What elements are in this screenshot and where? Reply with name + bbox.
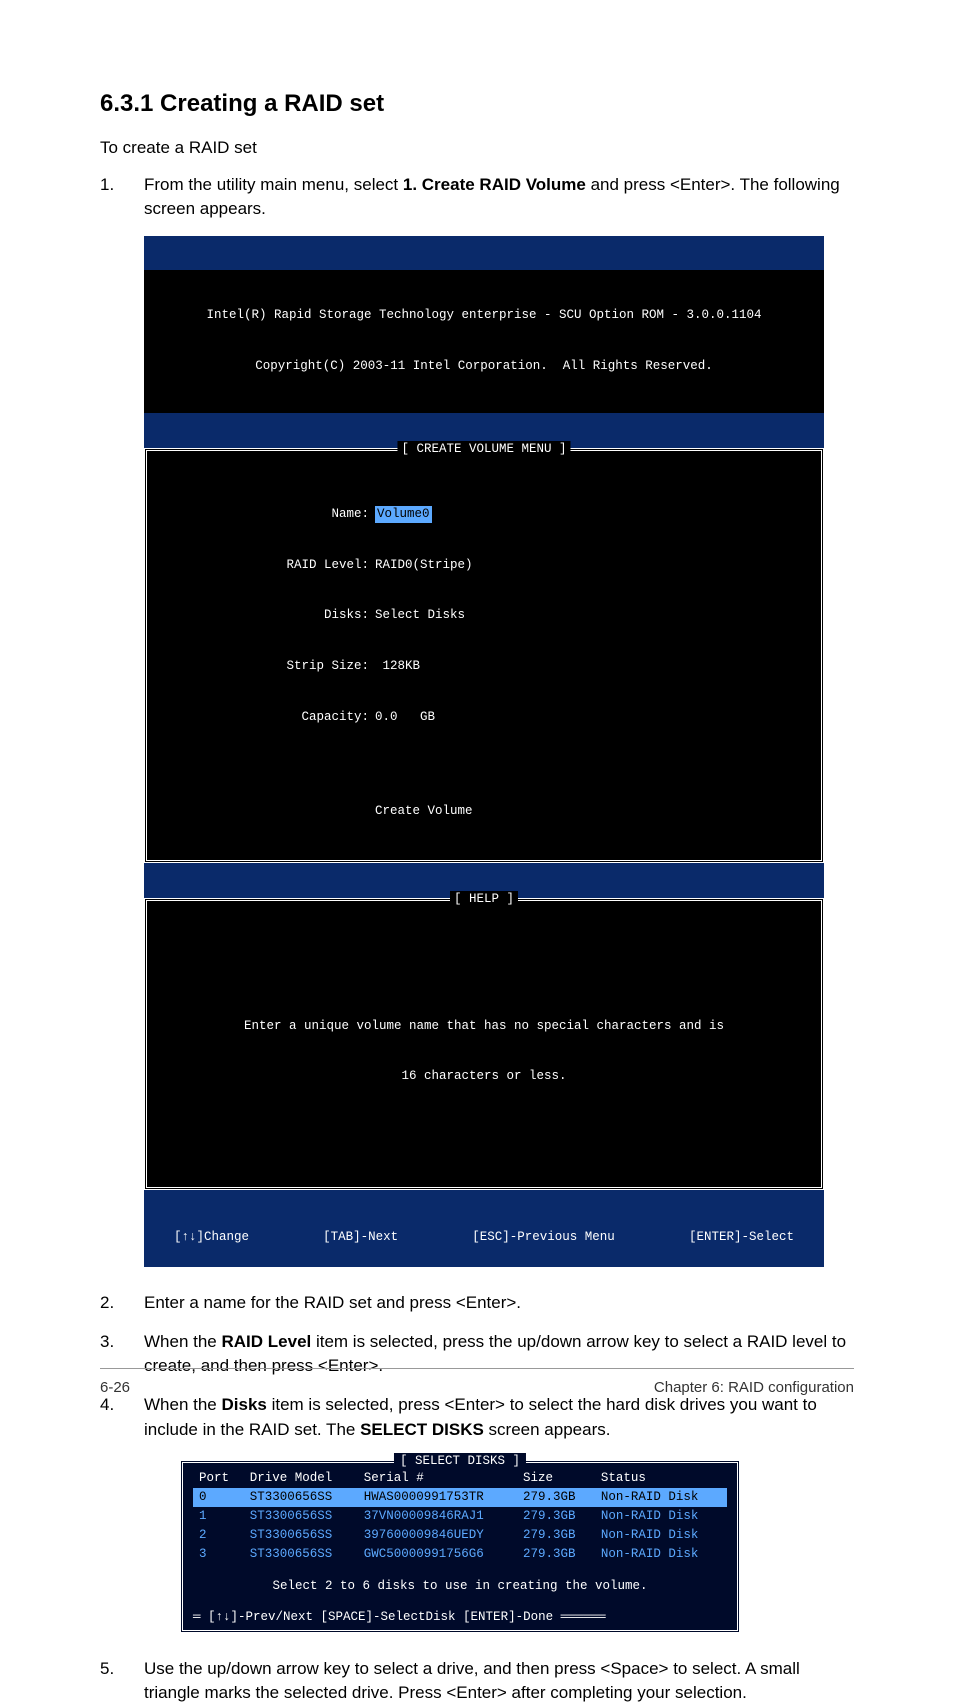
bios-header: Intel(R) Rapid Storage Technology enterp…: [144, 270, 824, 413]
step-text: Use the up/down arrow key to select a dr…: [144, 1657, 854, 1706]
intro-text: To create a RAID set: [100, 136, 854, 161]
table-row: 0ST3300656SSHWAS0000991753TR279.3GBNon-R…: [193, 1488, 727, 1507]
step-text: When the Disks item is selected, press <…: [144, 1393, 854, 1442]
disks-table: Port Drive Model Serial # Size Status 0S…: [193, 1469, 727, 1563]
help-text: Enter a unique volume name that has no s…: [157, 956, 811, 1147]
cell-size: 279.3GB: [517, 1526, 595, 1545]
field-value-name: Volume0: [375, 506, 432, 523]
step-4: 4. When the Disks item is selected, pres…: [100, 1393, 854, 1442]
bios-select-disks-screen: [ SELECT DISKS ] Port Drive Model Serial…: [180, 1460, 740, 1632]
key-change: [↑↓]Change: [174, 1229, 249, 1246]
box-title: [ HELP ]: [450, 891, 518, 908]
step-num: 2.: [100, 1291, 144, 1316]
field-label-disks: Disks:: [157, 607, 375, 624]
cell-port: 3: [193, 1545, 244, 1564]
box-title: [ CREATE VOLUME MENU ]: [397, 441, 570, 458]
step-num: 4.: [100, 1393, 144, 1442]
step-text: Enter a name for the RAID set and press …: [144, 1291, 854, 1316]
cell-status: Non-RAID Disk: [595, 1507, 727, 1526]
cell-size: 279.3GB: [517, 1507, 595, 1526]
steps-list-cont2: 5. Use the up/down arrow key to select a…: [100, 1657, 854, 1706]
chapter-label: Chapter 6: RAID configuration: [654, 1379, 854, 1396]
step-2: 2. Enter a name for the RAID set and pre…: [100, 1291, 854, 1316]
cell-port: 0: [193, 1488, 244, 1507]
cell-serial: 37VN00009846RAJ1: [358, 1507, 517, 1526]
select-disks-footer: ═ [↑↓]-Prev/Next [SPACE]-SelectDisk [ENT…: [193, 1607, 727, 1628]
field-value-strip: 128KB: [375, 658, 420, 675]
cell-serial: GWC50000991756G6: [358, 1545, 517, 1564]
help-line1: Enter a unique volume name that has no s…: [157, 1018, 811, 1035]
help-line2: 16 characters or less.: [157, 1068, 811, 1085]
cell-size: 279.3GB: [517, 1545, 595, 1564]
col-serial: Serial #: [358, 1469, 517, 1488]
field-value-disks: Select Disks: [375, 607, 465, 624]
key-tab: [TAB]-Next: [323, 1229, 398, 1246]
cell-serial: 397600009846UEDY: [358, 1526, 517, 1545]
step-5: 5. Use the up/down arrow key to select a…: [100, 1657, 854, 1706]
cell-model: ST3300656SS: [244, 1545, 358, 1564]
cell-status: Non-RAID Disk: [595, 1488, 727, 1507]
cell-status: Non-RAID Disk: [595, 1545, 727, 1564]
steps-list-cont: 2. Enter a name for the RAID set and pre…: [100, 1291, 854, 1442]
footer-keys: [↑↓]-Prev/Next [SPACE]-SelectDisk [ENTER…: [208, 1610, 553, 1624]
table-row: 2ST3300656SS397600009846UEDY279.3GBNon-R…: [193, 1526, 727, 1545]
page-footer: 6-26 Chapter 6: RAID configuration: [100, 1368, 854, 1396]
key-enter: [ENTER]-Select: [689, 1229, 794, 1246]
txt-bold: Disks: [222, 1395, 267, 1414]
col-status: Status: [595, 1469, 727, 1488]
cell-size: 279.3GB: [517, 1488, 595, 1507]
txt-bold: 1. Create RAID Volume: [403, 175, 586, 194]
cell-status: Non-RAID Disk: [595, 1526, 727, 1545]
field-label-capacity: Capacity:: [157, 709, 375, 726]
txt-bold: RAID Level: [222, 1332, 312, 1351]
step-1: 1. From the utility main menu, select 1.…: [100, 173, 854, 222]
bios-create-volume-screen: Intel(R) Rapid Storage Technology enterp…: [144, 236, 824, 1267]
select-disks-msg: Select 2 to 6 disks to use in creating t…: [193, 1564, 727, 1607]
cell-model: ST3300656SS: [244, 1488, 358, 1507]
bios-header-line1: Intel(R) Rapid Storage Technology enterp…: [144, 307, 824, 324]
field-value-raid: RAID0(Stripe): [375, 557, 473, 574]
step-num: 5.: [100, 1657, 144, 1706]
txt: screen appears.: [484, 1420, 611, 1439]
step-text: From the utility main menu, select 1. Cr…: [144, 173, 854, 222]
table-header-row: Port Drive Model Serial # Size Status: [193, 1469, 727, 1488]
cell-serial: HWAS0000991753TR: [358, 1488, 517, 1507]
col-size: Size: [517, 1469, 595, 1488]
col-port: Port: [193, 1469, 244, 1488]
field-label-strip: Strip Size:: [157, 658, 375, 675]
col-model: Drive Model: [244, 1469, 358, 1488]
field-label-raid: RAID Level:: [157, 557, 375, 574]
page-number: 6-26: [100, 1379, 130, 1396]
field-value-capacity: 0.0 GB: [375, 709, 435, 726]
section-heading: 6.3.1 Creating a RAID set: [100, 90, 854, 118]
table-row: 3ST3300656SSGWC50000991756G6279.3GBNon-R…: [193, 1545, 727, 1564]
txt: When the: [144, 1332, 222, 1351]
box-title: [ SELECT DISKS ]: [394, 1453, 526, 1470]
txt: When the: [144, 1395, 222, 1414]
create-volume-action: Create Volume: [375, 803, 473, 820]
table-row: 1ST3300656SS37VN00009846RAJ1279.3GBNon-R…: [193, 1507, 727, 1526]
cell-model: ST3300656SS: [244, 1526, 358, 1545]
help-box: [ HELP ] Enter a unique volume name that…: [144, 898, 824, 1189]
bios-header-line2: Copyright(C) 2003-11 Intel Corporation. …: [144, 358, 824, 375]
cell-port: 2: [193, 1526, 244, 1545]
cell-port: 1: [193, 1507, 244, 1526]
txt-bold: SELECT DISKS: [360, 1420, 484, 1439]
bios-footer-keys: [↑↓]Change [TAB]-Next [ESC]-Previous Men…: [144, 1223, 824, 1250]
step-num: 1.: [100, 173, 144, 222]
cell-model: ST3300656SS: [244, 1507, 358, 1526]
create-volume-menu-box: [ CREATE VOLUME MENU ] Name:Volume0 RAID…: [144, 448, 824, 862]
steps-list: 1. From the utility main menu, select 1.…: [100, 173, 854, 222]
txt: From the utility main menu, select: [144, 175, 403, 194]
key-esc: [ESC]-Previous Menu: [472, 1229, 615, 1246]
field-label-name: Name:: [157, 506, 375, 523]
